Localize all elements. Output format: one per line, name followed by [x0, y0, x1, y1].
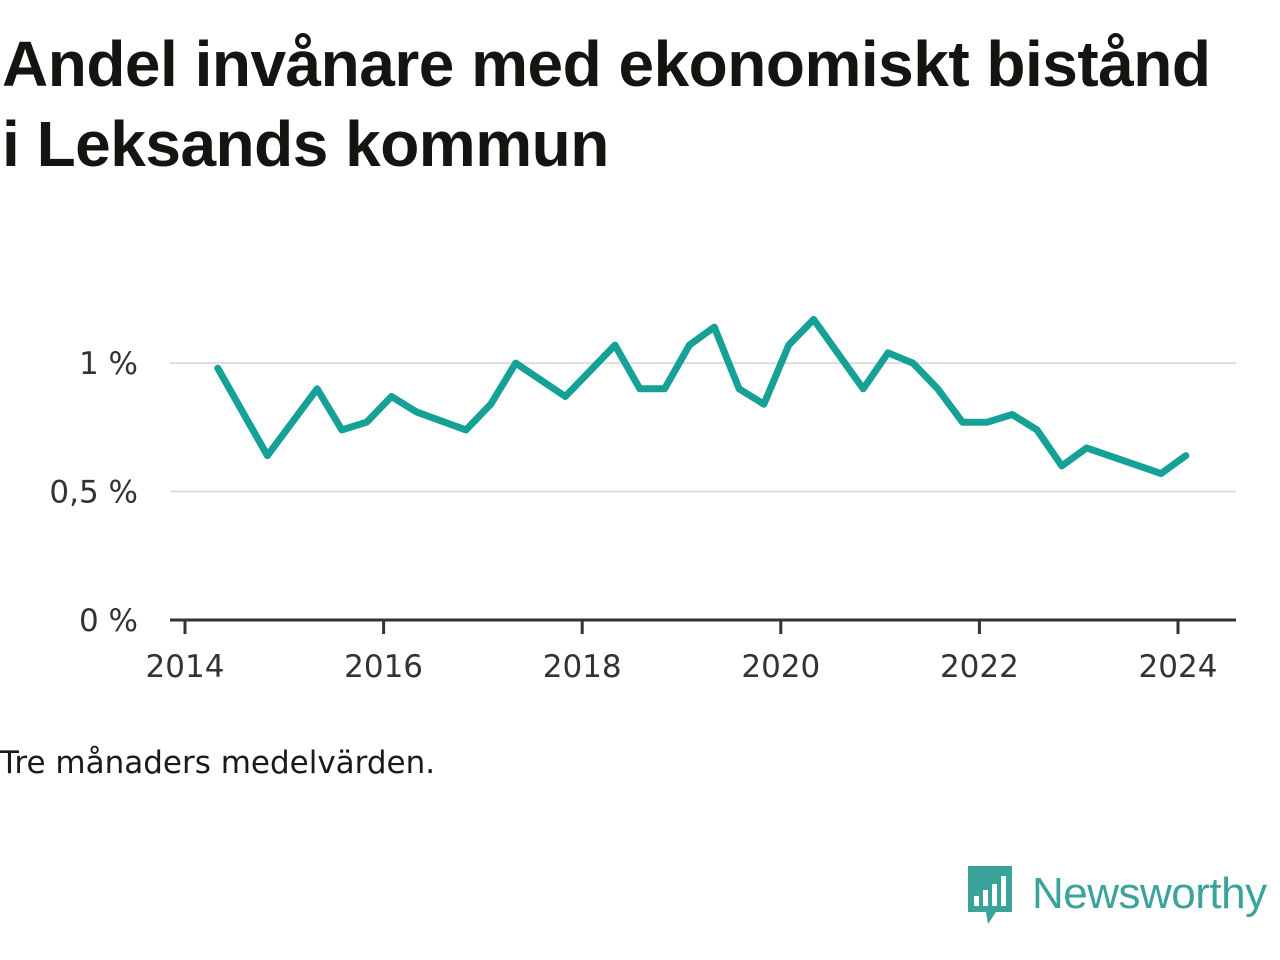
x-tick-label: 2022: [940, 649, 1019, 685]
x-axis: 2014 2016 2018 2020 2022 2024: [146, 618, 1236, 685]
brand-logo[interactable]: Newsworthy: [964, 862, 1267, 926]
y-tick-label: 0,5 %: [49, 475, 138, 511]
x-tick-label: 2016: [344, 649, 423, 685]
x-tick-label: 2018: [543, 649, 622, 685]
series-layer: [214, 315, 1190, 478]
brand-name: Newsworthy: [1032, 869, 1267, 918]
y-tick-label: 1 %: [79, 346, 138, 382]
chart-title: Andel invånare med ekonomiskt bistånd i …: [2, 28, 1211, 180]
x-tick-label: 2014: [146, 649, 225, 685]
y-axis-tick-labels: 0 % 0,5 % 1 %: [49, 346, 138, 639]
series-line: [214, 315, 1190, 478]
newsworthy-logo-icon: [968, 866, 1012, 924]
gridlines: [170, 362, 1236, 493]
x-tick-label: 2024: [1139, 649, 1218, 685]
x-tick-label: 2020: [741, 649, 820, 685]
chart-caption: Tre månaders medelvärden.: [0, 745, 436, 781]
y-tick-label: 0 %: [79, 603, 138, 639]
